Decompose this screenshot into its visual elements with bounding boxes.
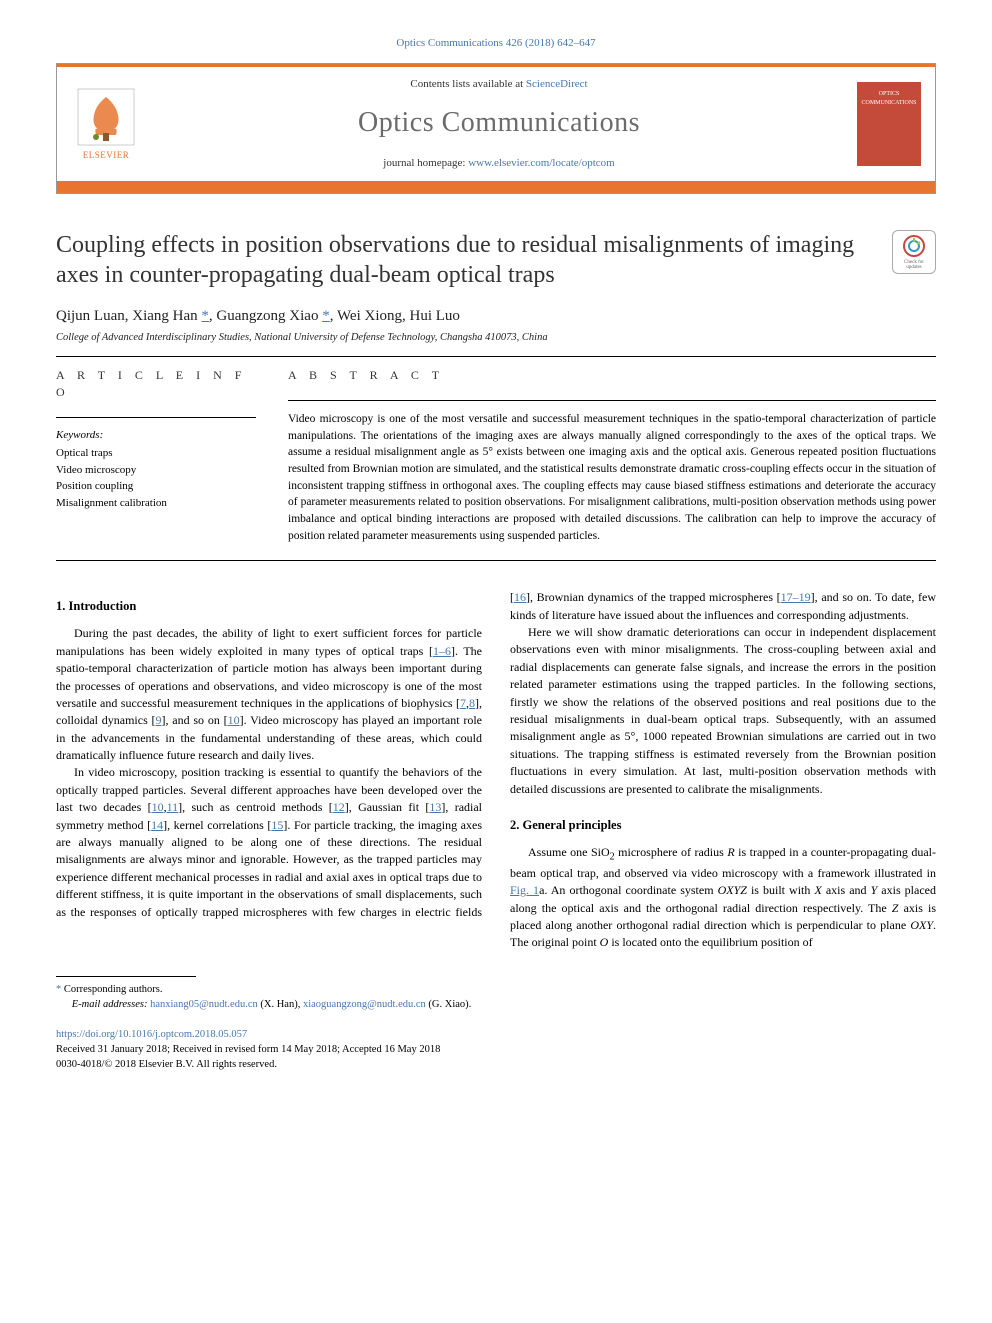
publisher-logo: ELSEVIER: [71, 84, 141, 164]
check-updates-badge[interactable]: Check forupdates: [892, 230, 936, 274]
section-1-p1: During the past decades, the ability of …: [56, 625, 482, 764]
homepage-link[interactable]: www.elsevier.com/locate/optcom: [468, 157, 615, 169]
cite-8[interactable]: 8: [469, 696, 475, 710]
check-updates-icon: [902, 234, 926, 258]
elsevier-tree-icon: [76, 87, 136, 147]
author-3: Wei Xiong: [337, 308, 402, 324]
cite-17-19[interactable]: 17–19: [781, 590, 811, 604]
doi-link[interactable]: https://doi.org/10.1016/j.optcom.2018.05…: [56, 1029, 247, 1040]
author-1: Xiang Han: [132, 308, 197, 324]
body-columns: 1. Introduction During the past decades,…: [56, 589, 936, 952]
journal-name: Optics Communications: [161, 103, 837, 142]
abstract-rule: [288, 400, 936, 401]
affiliation: College of Advanced Interdisciplinary St…: [56, 331, 936, 346]
abstract-text: Video microscopy is one of the most vers…: [288, 411, 936, 544]
cite-9[interactable]: 9: [156, 713, 162, 727]
authors-line: Qijun Luan, Xiang Han *, Guangzong Xiao …: [56, 306, 936, 327]
keywords-label: Keywords:: [56, 428, 256, 443]
email-0-who: (X. Han): [260, 999, 297, 1010]
keyword-0: Optical traps: [56, 445, 256, 462]
section-2-heading: 2. General principles: [510, 816, 936, 834]
keyword-3: Misalignment calibration: [56, 495, 256, 512]
section-1-p2-tail: To date, few kinds of literature have is…: [510, 590, 936, 621]
cite-10b[interactable]: 10: [152, 800, 164, 814]
abstract-label: A B S T R A C T: [288, 367, 936, 384]
cite-12[interactable]: 12: [333, 800, 345, 814]
homepage-prefix: journal homepage:: [383, 157, 468, 169]
journal-cover-thumbnail: OPTICS COMMUNICATIONS: [857, 82, 921, 166]
corresponding-label: Corresponding authors.: [64, 984, 163, 995]
cite-15[interactable]: 15: [271, 818, 283, 832]
contents-line: Contents lists available at ScienceDirec…: [161, 77, 837, 92]
rule-top: [56, 356, 936, 357]
author-4: Hui Luo: [410, 308, 460, 324]
corr-star: *: [56, 984, 61, 995]
history-line: Received 31 January 2018; Received in re…: [56, 1044, 440, 1055]
section-1-heading: 1. Introduction: [56, 597, 482, 615]
doi-block: https://doi.org/10.1016/j.optcom.2018.05…: [56, 1028, 936, 1072]
cite-11[interactable]: 11: [167, 800, 179, 814]
article-info-label: A R T I C L E I N F O: [56, 367, 256, 401]
footnote-rule: [56, 976, 196, 977]
author-2: Guangzong Xiao: [216, 308, 318, 324]
header-bottom-bar: [57, 181, 935, 193]
author-0: Qijun Luan: [56, 308, 125, 324]
keywords-list: Optical traps Video microscopy Position …: [56, 445, 256, 511]
cite-7[interactable]: 7: [460, 696, 466, 710]
sciencedirect-link[interactable]: ScienceDirect: [526, 78, 588, 90]
email-1-who: (G. Xiao): [428, 999, 468, 1010]
publisher-name: ELSEVIER: [83, 149, 130, 162]
cite-1-6[interactable]: 1–6: [433, 644, 451, 658]
email-1[interactable]: xiaoguangzong@nudt.edu.cn: [303, 999, 426, 1010]
cite-10[interactable]: 10: [228, 713, 240, 727]
email-0[interactable]: hanxiang05@nudt.edu.cn: [150, 999, 258, 1010]
corr-marker-1[interactable]: *: [201, 308, 209, 324]
header-box: ELSEVIER Contents lists available at Sci…: [56, 63, 936, 194]
cover-thumb-title: OPTICS COMMUNICATIONS: [857, 90, 921, 107]
section-2-p1: Assume one SiO2 microsphere of radius R …: [510, 844, 936, 952]
article-title: Coupling effects in position observation…: [56, 230, 892, 290]
issn-line: 0030-4018/© 2018 Elsevier B.V. All right…: [56, 1059, 277, 1070]
footnotes: * Corresponding authors. E-mail addresse…: [56, 983, 936, 1012]
keyword-2: Position coupling: [56, 478, 256, 495]
info-rule: [56, 417, 256, 418]
email-label: E-mail addresses:: [72, 999, 148, 1010]
check-badge-text: Check forupdates: [904, 260, 924, 270]
corr-marker-2[interactable]: *: [322, 308, 330, 324]
fig-1a-link[interactable]: Fig. 1: [510, 883, 539, 897]
keyword-1: Video microscopy: [56, 462, 256, 479]
cite-16[interactable]: 16: [514, 590, 526, 604]
homepage-line: journal homepage: www.elsevier.com/locat…: [161, 156, 837, 171]
cite-13[interactable]: 13: [429, 800, 441, 814]
cite-14[interactable]: 14: [151, 818, 163, 832]
rule-bottom: [56, 560, 936, 561]
contents-prefix: Contents lists available at: [410, 78, 525, 90]
header-citation: Optics Communications 426 (2018) 642–647: [56, 36, 936, 51]
section-1-p3: Here we will show dramatic deterioration…: [510, 624, 936, 798]
